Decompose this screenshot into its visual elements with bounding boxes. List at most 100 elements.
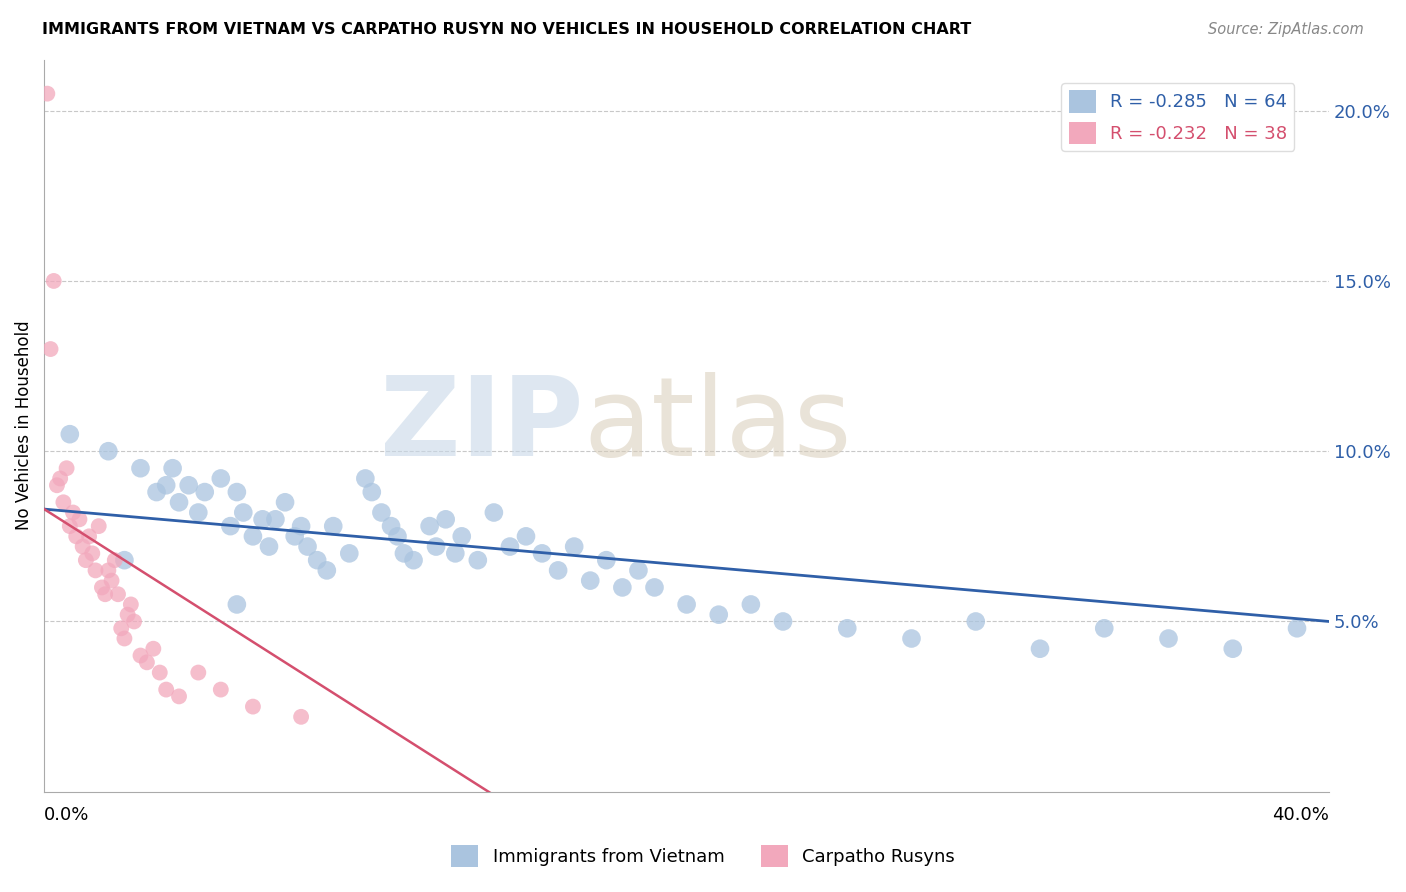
Point [104, 553, 127, 567]
Point [297, 540, 319, 554]
Point [315, 563, 337, 577]
Point [62, 506, 84, 520]
Point [252, 512, 274, 526]
Point [1092, 621, 1115, 635]
Point [177, 478, 200, 492]
Point [69, 512, 91, 526]
Point [257, 540, 280, 554]
Point [740, 598, 762, 612]
Point [107, 587, 129, 601]
Point [194, 485, 217, 500]
Point [772, 615, 794, 629]
Point [167, 495, 190, 509]
Point [644, 581, 666, 595]
Point [91, 581, 114, 595]
Point [52, 495, 75, 509]
Point [360, 485, 382, 500]
Point [337, 546, 360, 560]
Point [354, 471, 377, 485]
Point [94, 587, 117, 601]
Point [77, 529, 100, 543]
Point [112, 632, 135, 646]
Point [46, 478, 69, 492]
Point [965, 615, 987, 629]
Text: Source: ZipAtlas.com: Source: ZipAtlas.com [1208, 22, 1364, 37]
Point [82, 546, 104, 560]
Point [612, 581, 634, 595]
Point [595, 553, 617, 567]
Point [117, 607, 139, 622]
Point [707, 607, 730, 622]
Point [1285, 621, 1308, 635]
Text: IMMIGRANTS FROM VIETNAM VS CARPATHO RUSYN NO VEHICLES IN HOUSEHOLD CORRELATION C: IMMIGRANTS FROM VIETNAM VS CARPATHO RUSY… [42, 22, 972, 37]
Point [75, 553, 97, 567]
Point [225, 598, 247, 612]
Point [402, 553, 425, 567]
Point [900, 632, 922, 646]
Point [1157, 632, 1180, 646]
Point [450, 529, 472, 543]
Point [547, 563, 569, 577]
Point [562, 540, 585, 554]
Point [87, 519, 110, 533]
Point [120, 598, 142, 612]
Point [97, 444, 120, 458]
Point [242, 699, 264, 714]
Point [39, 342, 62, 356]
Point [59, 519, 82, 533]
Point [49, 471, 72, 485]
Point [482, 506, 505, 520]
Point [579, 574, 602, 588]
Text: 0.0%: 0.0% [44, 806, 90, 824]
Point [627, 563, 650, 577]
Point [100, 574, 122, 588]
Point [837, 621, 859, 635]
Point [72, 540, 94, 554]
Point [129, 461, 152, 475]
Point [531, 546, 554, 560]
Point [225, 485, 247, 500]
Point [55, 461, 77, 475]
Point [145, 485, 167, 500]
Point [42, 274, 65, 288]
Point [307, 553, 329, 567]
Legend: R = -0.285   N = 64, R = -0.232   N = 38: R = -0.285 N = 64, R = -0.232 N = 38 [1062, 83, 1295, 151]
Point [84, 563, 107, 577]
Text: 40.0%: 40.0% [1272, 806, 1329, 824]
Point [37, 87, 59, 101]
Text: atlas: atlas [583, 372, 852, 479]
Point [380, 519, 402, 533]
Point [322, 519, 344, 533]
Point [112, 553, 135, 567]
Point [1222, 641, 1244, 656]
Point [209, 471, 232, 485]
Point [149, 665, 172, 680]
Point [444, 546, 467, 560]
Point [59, 427, 82, 442]
Point [122, 615, 145, 629]
Point [419, 519, 441, 533]
Legend: Immigrants from Vietnam, Carpatho Rusyns: Immigrants from Vietnam, Carpatho Rusyns [444, 838, 962, 874]
Point [155, 478, 177, 492]
Point [219, 519, 242, 533]
Point [392, 546, 415, 560]
Point [434, 512, 457, 526]
Point [387, 529, 409, 543]
Point [467, 553, 489, 567]
Point [155, 682, 177, 697]
Point [1029, 641, 1052, 656]
Point [274, 495, 297, 509]
Point [135, 656, 157, 670]
Point [284, 529, 307, 543]
Point [425, 540, 447, 554]
Point [187, 506, 209, 520]
Point [499, 540, 522, 554]
Point [65, 529, 87, 543]
Point [242, 529, 264, 543]
Point [370, 506, 392, 520]
Point [232, 506, 254, 520]
Point [264, 512, 287, 526]
Point [209, 682, 232, 697]
Point [290, 710, 312, 724]
Point [187, 665, 209, 680]
